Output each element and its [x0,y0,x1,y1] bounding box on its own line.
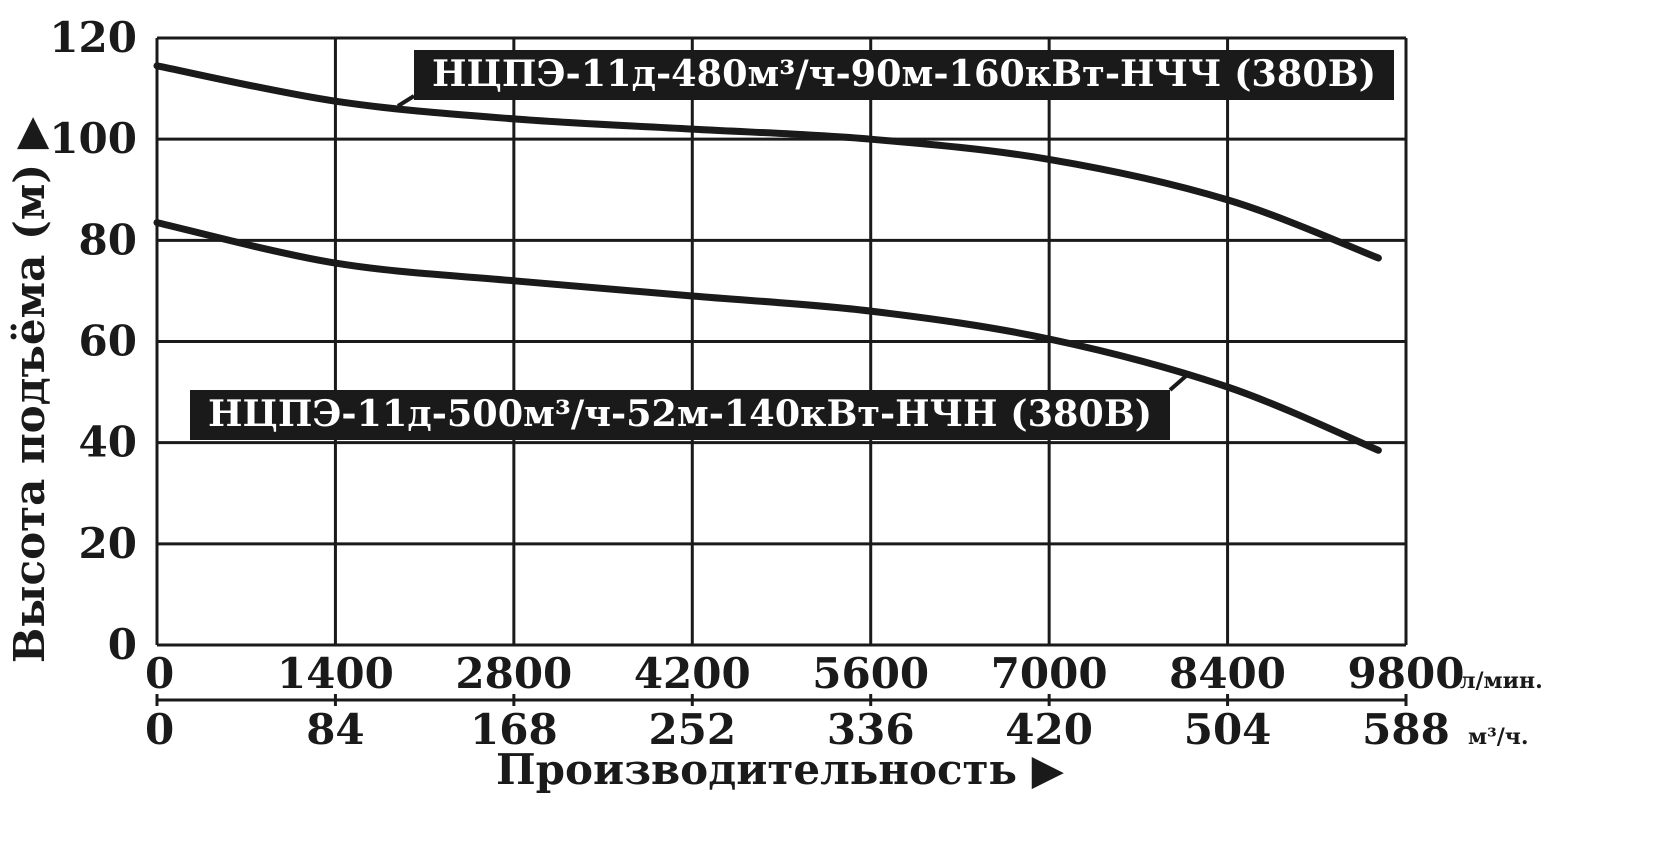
x-axis-title: Производительность ▶ [496,745,1065,794]
x-tick-label-primary: 2800 [455,649,572,698]
x-tick-label-secondary: 168 [470,705,558,754]
series-label-leader [396,94,416,108]
y-tick-label: 80 [79,215,137,264]
chart-grid [155,36,1408,647]
x-tick-label-primary: 0 [145,649,174,698]
x-tick-label-secondary: 0 [145,705,174,754]
y-tick-label: 60 [79,317,137,366]
x-tick-label-primary: 8400 [1169,649,1286,698]
y-tick-label: 40 [79,418,137,467]
series-line-2 [153,219,1382,454]
y-tick-label: 120 [49,13,137,62]
x-tick-label-secondary: 252 [648,705,736,754]
x-unit-secondary: м³/ч. [1468,724,1529,750]
y-tick-label: 100 [49,114,137,163]
series-label-1: НЦПЭ-11д-480м³/ч-90м-160кВт-НЧЧ (380В) [432,53,1376,95]
x-tick-label-secondary: 336 [827,705,915,754]
x-unit-primary: л/мин. [1460,668,1543,694]
series-label-leader [1168,374,1188,392]
x-tick-label-primary: 7000 [991,649,1108,698]
y-tick-label: 20 [79,519,137,568]
chart-curves [153,62,1382,454]
chart-series-labels: НЦПЭ-11д-480м³/ч-90м-160кВт-НЧЧ (380В) НЦ… [190,50,1394,440]
x-tick-label-secondary: 504 [1184,705,1272,754]
y-axis-ticks: 0 20 40 60 80 100 120 [49,13,137,669]
x-tick-label-secondary: 420 [1005,705,1093,754]
y-tick-label: 0 [108,620,137,669]
series-label-box [414,50,1394,100]
x-tick-label-secondary: 84 [306,705,364,754]
series-line-1 [153,62,1382,262]
x-tick-label-primary: 4200 [634,649,751,698]
y-axis-title: Высота подъёма (м) ▶ [5,116,54,663]
series-label-box [190,390,1170,440]
x-tick-label-primary: 9800 [1348,649,1465,698]
x-tick-label-primary: 5600 [812,649,929,698]
x-tick-label-secondary: 588 [1362,705,1450,754]
series-label-2: НЦПЭ-11д-500м³/ч-52м-140кВт-НЧН (380В) [208,393,1152,435]
x-tick-label-primary: 1400 [277,649,394,698]
